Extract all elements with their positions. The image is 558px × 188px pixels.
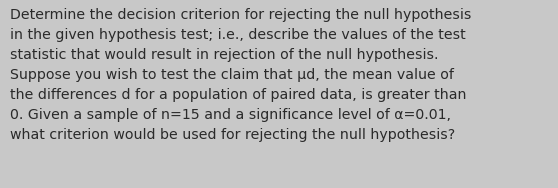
Text: Determine the decision criterion for rejecting the null hypothesis
in the given : Determine the decision criterion for rej… [10, 8, 472, 142]
